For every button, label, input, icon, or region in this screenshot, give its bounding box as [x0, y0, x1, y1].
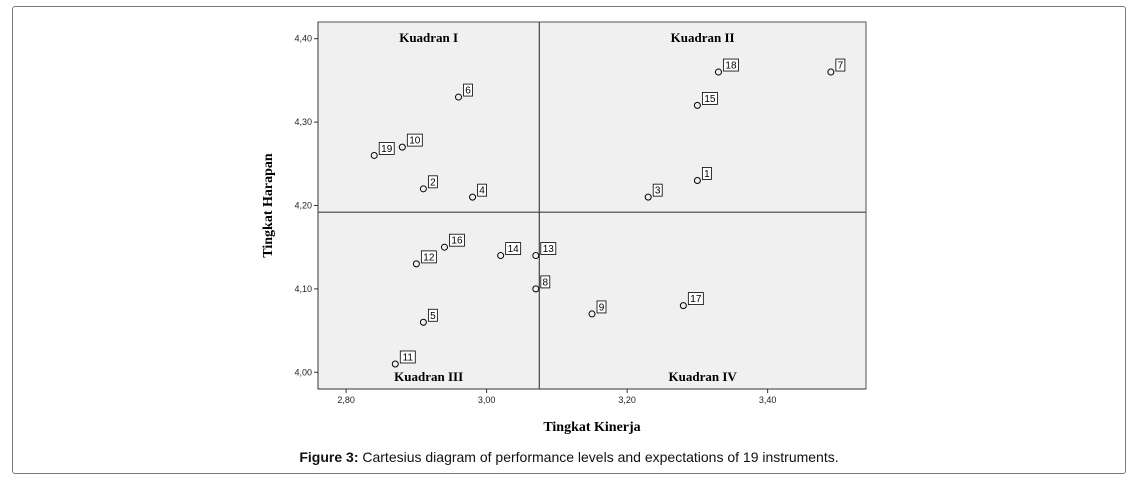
- point-label-box: [723, 58, 739, 72]
- data-point-10: 10: [398, 133, 423, 151]
- data-point-19: 19: [370, 142, 395, 159]
- point-marker: [827, 68, 835, 76]
- plot-area: [317, 21, 867, 390]
- point-label: 15: [704, 94, 716, 105]
- point-label: 8: [543, 277, 549, 288]
- figure-caption: Figure 3: Cartesius diagram of performan…: [12, 449, 1126, 465]
- data-point-11: 11: [391, 350, 416, 368]
- data-point-1: 1: [693, 167, 712, 184]
- y-tick-label: 4,10: [294, 284, 312, 294]
- point-label-box: [449, 233, 465, 247]
- quadrant-label: Kuadran IV: [669, 369, 738, 384]
- caption-prefix: Figure 3:: [299, 449, 359, 465]
- point-label-box: [427, 175, 438, 189]
- point-marker: [419, 318, 427, 326]
- quadrant-label: Kuadran I: [399, 30, 458, 45]
- point-label: 5: [430, 311, 436, 322]
- point-marker: [497, 252, 505, 260]
- data-point-13: 13: [532, 242, 557, 260]
- x-tick-label: 3,40: [759, 395, 777, 405]
- point-label-box: [406, 133, 423, 147]
- point-marker: [693, 101, 701, 109]
- point-label: 14: [508, 244, 520, 255]
- data-point-6: 6: [455, 83, 473, 101]
- point-marker: [532, 252, 540, 260]
- point-label-box: [378, 142, 395, 155]
- point-label-box: [399, 350, 416, 364]
- point-label: 17: [690, 294, 702, 305]
- point-marker: [391, 360, 399, 368]
- data-point-9: 9: [588, 300, 607, 318]
- point-marker: [679, 302, 687, 310]
- point-marker: [440, 243, 448, 251]
- y-tick-label: 4,20: [294, 201, 312, 211]
- point-label: 4: [479, 186, 485, 197]
- axis-ticks: 2,80 3,00 3,20 3,40 4,00 4,10 4,20 4,30 4,40: [294, 34, 776, 405]
- point-marker: [398, 143, 406, 151]
- point-label: 7: [838, 61, 844, 72]
- x-tick-label: 3,20: [618, 395, 636, 405]
- quadrant-labels: Kuadran I Kuadran II Kuadran III Kuadran IV: [394, 30, 737, 384]
- data-point-12: 12: [412, 250, 437, 268]
- point-marker: [419, 185, 427, 193]
- data-point-7: 7: [827, 58, 846, 76]
- point-label-box: [463, 83, 473, 97]
- data-point-14: 14: [497, 242, 522, 260]
- y-tick-label: 4,40: [294, 34, 312, 44]
- point-label: 10: [409, 136, 421, 147]
- point-label-box: [420, 250, 437, 264]
- quadrant-label: Kuadran III: [394, 369, 463, 384]
- data-point-18: 18: [714, 58, 739, 76]
- point-label: 2: [430, 177, 436, 188]
- x-tick-label: 2,80: [337, 395, 355, 405]
- point-label: 19: [381, 144, 393, 155]
- point-label-box: [687, 292, 704, 305]
- y-tick-label: 4,30: [294, 117, 312, 127]
- point-label-box: [540, 275, 551, 289]
- point-marker: [469, 193, 477, 201]
- point-marker: [370, 151, 378, 159]
- point-label-box: [652, 183, 663, 197]
- point-marker: [412, 260, 420, 268]
- point-label-box: [701, 167, 712, 180]
- data-point-5: 5: [419, 308, 438, 326]
- point-label-box: [427, 308, 438, 322]
- point-label-box: [540, 242, 557, 255]
- data-point-4: 4: [469, 183, 487, 201]
- data-point-17: 17: [679, 292, 704, 310]
- point-marker: [455, 93, 463, 101]
- y-tick-label: 4,00: [294, 367, 312, 377]
- data-point-15: 15: [693, 92, 718, 109]
- point-marker: [532, 285, 540, 293]
- point-marker: [644, 193, 652, 201]
- point-marker: [693, 176, 701, 184]
- point-label-box: [701, 92, 718, 105]
- data-point-16: 16: [440, 233, 465, 251]
- caption-text: Cartesius diagram of performance levels …: [358, 449, 839, 465]
- point-marker: [714, 68, 722, 76]
- quadrant-label: Kuadran II: [671, 30, 735, 45]
- point-label: 18: [725, 61, 737, 72]
- data-point-8: 8: [532, 275, 551, 293]
- x-tick-label: 3,00: [478, 395, 496, 405]
- point-label: 13: [543, 244, 555, 255]
- point-label-box: [596, 300, 607, 314]
- point-label-box: [505, 242, 522, 255]
- point-label-box: [835, 58, 846, 72]
- y-axis-title: Tingkat Harapan: [261, 153, 276, 258]
- point-marker: [588, 310, 596, 318]
- data-point-2: 2: [419, 175, 438, 193]
- point-label: 1: [704, 169, 710, 180]
- point-label-box: [477, 183, 487, 197]
- point-label: 12: [423, 252, 435, 263]
- data-point-3: 3: [644, 183, 663, 201]
- x-axis-title: Tingkat Kinerja: [543, 420, 640, 435]
- point-label: 9: [599, 302, 605, 313]
- point-label: 11: [403, 352, 414, 363]
- point-label: 3: [655, 186, 661, 197]
- point-label: 6: [465, 86, 471, 97]
- point-label: 16: [451, 236, 463, 247]
